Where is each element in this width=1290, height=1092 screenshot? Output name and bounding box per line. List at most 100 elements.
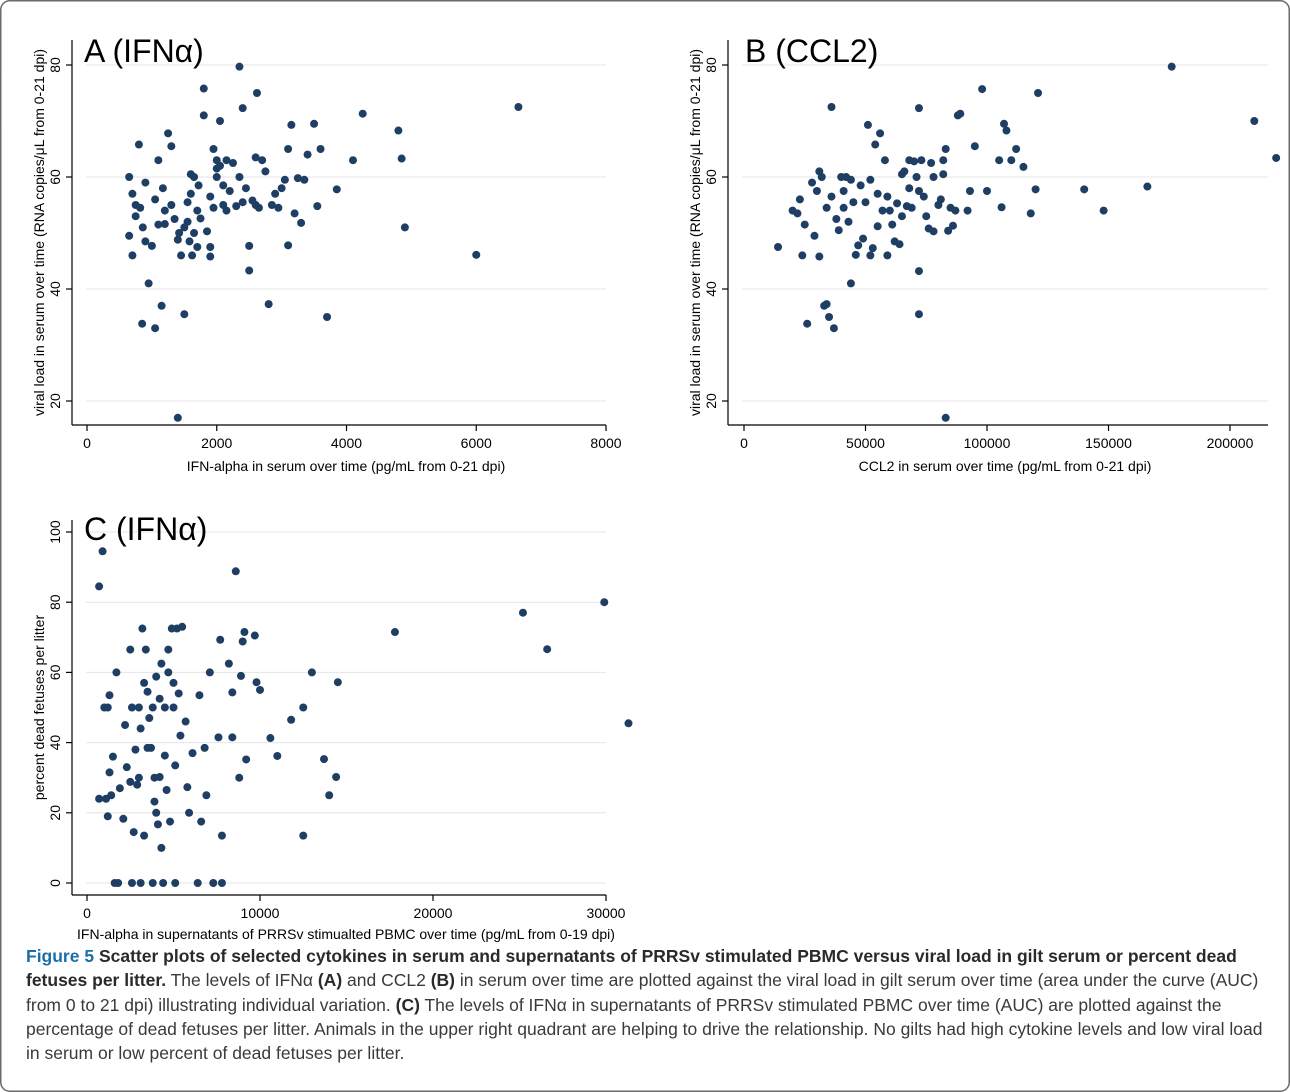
panel-c-data-point: [159, 879, 168, 887]
panel-b-data-point: [832, 215, 841, 223]
panel-b-data-point: [956, 109, 965, 118]
panel-b-data-point: [1002, 126, 1011, 135]
panel-b-data-point: [839, 203, 848, 212]
panel-c-data-point: [217, 831, 226, 840]
panel-b-y-tick-label: 80: [703, 57, 719, 73]
panel-c-x-tick-label: 20000: [414, 905, 453, 921]
panel-c-data-point: [152, 672, 161, 681]
panel-c-data-point: [129, 828, 138, 837]
panel-b-data-point: [922, 212, 931, 221]
panel-b-data-point: [929, 173, 938, 181]
panel-a-data-point: [241, 184, 250, 193]
panel-b-data-point: [822, 300, 831, 309]
panel-b-data-point: [774, 243, 783, 251]
panel-a-data-point: [394, 126, 403, 135]
panel-c-data-point: [299, 703, 308, 712]
panel-c-x-tick-label: 0: [83, 905, 91, 921]
panel-b-data-point: [963, 206, 972, 215]
panel-b-data-point: [883, 251, 892, 260]
panel-c-data-point: [98, 547, 107, 556]
panel-c-data-point: [143, 687, 152, 696]
panel-b-data-point: [793, 209, 802, 218]
panel-a-data-point: [180, 310, 189, 319]
panel-c-data-point: [108, 752, 117, 761]
panel-b-data-point: [1099, 206, 1108, 215]
panel-c-data-point: [103, 812, 112, 821]
panel-a-data-point: [175, 229, 184, 237]
panel-c-data-point: [115, 784, 124, 793]
panel-a-data-point: [167, 142, 176, 151]
panel-b-data-point: [829, 324, 838, 333]
panel-b-data-point: [866, 251, 875, 260]
panel-a-data-point: [206, 243, 215, 251]
panel-b-data-point: [883, 192, 892, 201]
panel-c-data-point: [228, 733, 237, 742]
panel-c-y-tick-label: 0: [47, 879, 63, 887]
panel-c-data-point: [162, 785, 171, 794]
panel-c-data-point: [228, 688, 237, 697]
panel-a-data-point: [245, 266, 254, 275]
panel-b-data-point: [983, 187, 991, 195]
panel-c-data-point: [273, 751, 282, 760]
panel-a-data-point: [332, 185, 341, 194]
panel-b-data-point: [900, 167, 909, 176]
panel-b-data-point: [895, 240, 904, 249]
panel-a-data-point: [284, 145, 293, 153]
panel-b-x-axis-label: CCL2 in serum over time (pg/mL from 0-21…: [859, 458, 1152, 474]
panel-c-data-point: [127, 879, 136, 887]
panel-c-x-tick-label: 10000: [241, 905, 280, 921]
panel-a-data-point: [274, 203, 283, 212]
panel-a-data-point: [232, 202, 241, 211]
panel-b-y-tick-label: 20: [703, 393, 719, 409]
panel-b-data-point: [873, 222, 882, 231]
panel-a-data-point: [128, 189, 137, 198]
panel-b-data-point: [939, 156, 948, 165]
panel-a-data-point: [193, 206, 202, 215]
panel-a-data-point: [131, 212, 140, 221]
panel-b-data-point: [951, 206, 960, 215]
panel-c-data-point: [95, 582, 104, 591]
caption-text-4: The levels of IFNα in supernatants of PR…: [26, 994, 1263, 1064]
panel-a-chart: 20 40 60 80 0 2000 4000 6000 8000 IFN-alpha in se…: [31, 33, 622, 474]
panel-a-data-point: [136, 203, 145, 212]
panel-a-data-point: [186, 189, 195, 198]
panel-a-data-point: [190, 229, 199, 237]
panel-c-data-point: [185, 808, 194, 817]
panel-b-data-point: [868, 244, 877, 253]
panel-c-data-point: [236, 671, 245, 680]
panel-a-data-point: [215, 161, 224, 170]
panel-c-data-point: [238, 637, 247, 646]
panel-c-data-point: [209, 879, 218, 887]
panel-c-data-point: [107, 791, 116, 800]
panel-c-data-point: [299, 831, 308, 840]
panel-c-data-point: [217, 879, 226, 887]
panel-a-data-point: [303, 150, 312, 159]
panel-b-data-point: [997, 203, 1006, 212]
panel-a-data-point: [397, 154, 406, 163]
panel-b-data-point: [834, 226, 843, 235]
panel-a-data-point: [125, 173, 134, 181]
panel-c-data-point: [240, 628, 249, 637]
panel-a-data-point: [144, 279, 153, 288]
panel-a-data-point: [209, 203, 218, 212]
panel-c-data-point: [169, 703, 178, 712]
panel-b-data-point: [873, 189, 882, 198]
panel-b-data-point: [897, 212, 906, 221]
panel-a-x-tick-label: 4000: [331, 435, 362, 451]
panel-c-data-point: [171, 761, 180, 770]
panel-a-x-tick-label: 6000: [461, 435, 492, 451]
panel-c-data-point: [134, 773, 143, 782]
panel-b-data-point: [941, 145, 950, 153]
panel-c-data-point: [145, 714, 154, 723]
panel-a-data-point: [183, 198, 192, 207]
panel-b-data-point: [859, 234, 868, 243]
panel-a-data-point: [264, 300, 273, 309]
panel-b-data-point: [861, 198, 870, 207]
panel-a-data-point: [316, 145, 325, 153]
panel-b-data-point: [995, 156, 1004, 165]
panel-b-data-point: [941, 413, 950, 422]
panel-b-data-point: [803, 319, 812, 328]
panel-b-data-point: [914, 187, 923, 195]
panel-a-data-point: [212, 173, 221, 181]
panel-c-data-point: [325, 791, 334, 800]
